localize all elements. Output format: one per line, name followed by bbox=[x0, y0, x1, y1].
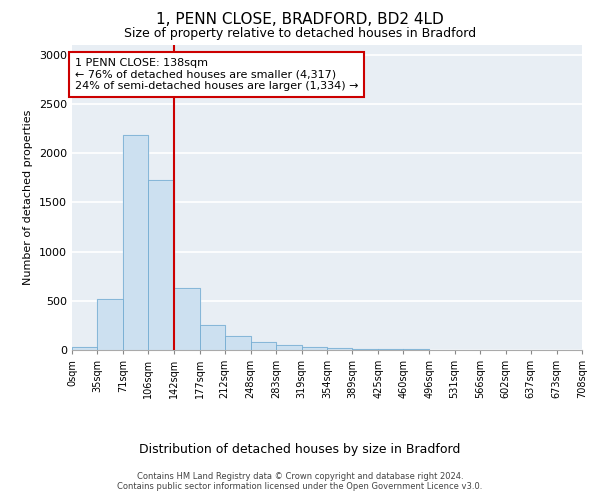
Text: Distribution of detached houses by size in Bradford: Distribution of detached houses by size … bbox=[139, 442, 461, 456]
Text: 1, PENN CLOSE, BRADFORD, BD2 4LD: 1, PENN CLOSE, BRADFORD, BD2 4LD bbox=[156, 12, 444, 28]
Text: Contains HM Land Registry data © Crown copyright and database right 2024.
Contai: Contains HM Land Registry data © Crown c… bbox=[118, 472, 482, 491]
Text: 1 PENN CLOSE: 138sqm
← 76% of detached houses are smaller (4,317)
24% of semi-de: 1 PENN CLOSE: 138sqm ← 76% of detached h… bbox=[75, 58, 358, 91]
Y-axis label: Number of detached properties: Number of detached properties bbox=[23, 110, 34, 285]
Text: Size of property relative to detached houses in Bradford: Size of property relative to detached ho… bbox=[124, 28, 476, 40]
